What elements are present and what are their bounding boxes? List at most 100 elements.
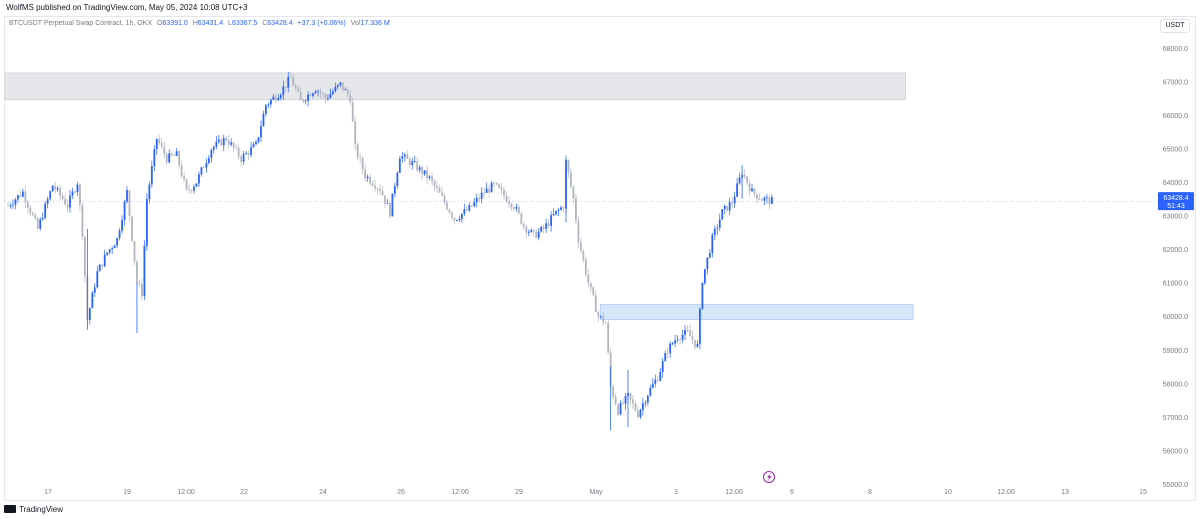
candle-body [386,203,389,204]
candle-body [508,201,510,204]
x-tick-label: 29 [515,489,523,496]
candle-body [19,195,22,197]
candle-body [269,99,272,105]
candle-body [537,231,540,238]
candle-body [416,161,419,171]
candle-body [26,202,29,208]
candle-body [761,199,763,201]
candle-body [604,322,607,324]
y-tick-label: 63000.0 [1163,214,1188,221]
candle-body [545,223,548,229]
candle-body [180,165,183,176]
candle-body [83,236,86,277]
candle-body [607,323,610,353]
candle-body [646,395,649,403]
candle-body [108,249,111,253]
candle-body [408,158,411,166]
candle-body [128,190,131,216]
candle-body [49,191,52,199]
candle-body [428,176,431,179]
tradingview-footer[interactable]: TradingView [4,503,63,517]
candle-body [624,395,627,404]
candle-body [36,218,39,229]
candle-body [203,167,205,169]
candle-body [703,269,706,284]
x-tick-label: 3 [674,489,678,496]
candle-body [493,182,495,184]
candle-body [517,207,520,214]
candle-body [54,185,57,190]
candle-body [575,198,577,221]
candle-body [721,209,724,220]
candle-body [684,330,686,335]
candle-body [210,149,213,159]
candle-body [696,344,699,347]
candle-body [634,403,637,411]
candle-body [123,201,126,220]
candle-body [178,151,181,166]
candle-body [341,82,344,90]
candle-body [217,139,220,142]
candle-body [451,212,453,218]
candle-body [354,121,357,145]
currency-button[interactable]: USDT [1160,19,1190,33]
candle-body [272,96,275,100]
candle-body [433,180,436,186]
candle-body [118,230,121,238]
x-tick-label: 17 [44,489,52,496]
candle-body [530,229,533,232]
candle-body [453,217,456,221]
candle-body [160,142,163,147]
candle-body [93,287,96,293]
candle-body [587,274,590,283]
candle-body [126,190,128,202]
candle-body [711,234,714,254]
low-label: L [228,20,232,27]
chart-frame [4,16,1196,501]
candle-body [756,194,758,199]
candle-body [527,231,530,233]
x-tick-label: 12:00 [725,489,743,496]
y-tick-label: 55000.0 [1163,482,1188,489]
candle-body [765,197,768,199]
candle-body [205,162,208,168]
candle-body [346,89,349,95]
supply-zone[interactable] [4,72,907,101]
candle-body [364,169,367,179]
candle-body [14,199,17,205]
candle-body [406,154,409,159]
candle-body [148,184,151,200]
candle-body [458,219,461,221]
candle-body [659,372,662,381]
candle-body [106,252,109,255]
candle-body [475,197,478,203]
demand-zone[interactable] [599,304,914,320]
candle-body [731,202,734,204]
candle-body [465,209,468,211]
footer-brand: TradingView [19,505,64,514]
candle-body [351,102,354,122]
candle-body [188,189,190,191]
candle-body [763,197,766,201]
candle-body [584,259,587,275]
candle-body [267,104,270,106]
candle-body [594,295,597,313]
candle-body [505,195,508,202]
candle-body [336,84,339,87]
candle-body [232,142,235,148]
candle-body [753,188,756,195]
candle-body [676,339,679,341]
candle-body [393,186,396,194]
symbol-name[interactable]: BTCUSDT Perpetual Swap Contract, 1h, OKX [9,20,153,27]
candle-body [297,88,300,92]
candle-body [686,330,689,331]
candle-body [379,188,381,191]
close-label: C [262,20,268,27]
candle-body [726,205,729,211]
candle-body [706,257,709,270]
candle-body [632,399,634,404]
candle-body [319,91,322,94]
candle-body [153,149,156,167]
candle-body [431,176,433,181]
